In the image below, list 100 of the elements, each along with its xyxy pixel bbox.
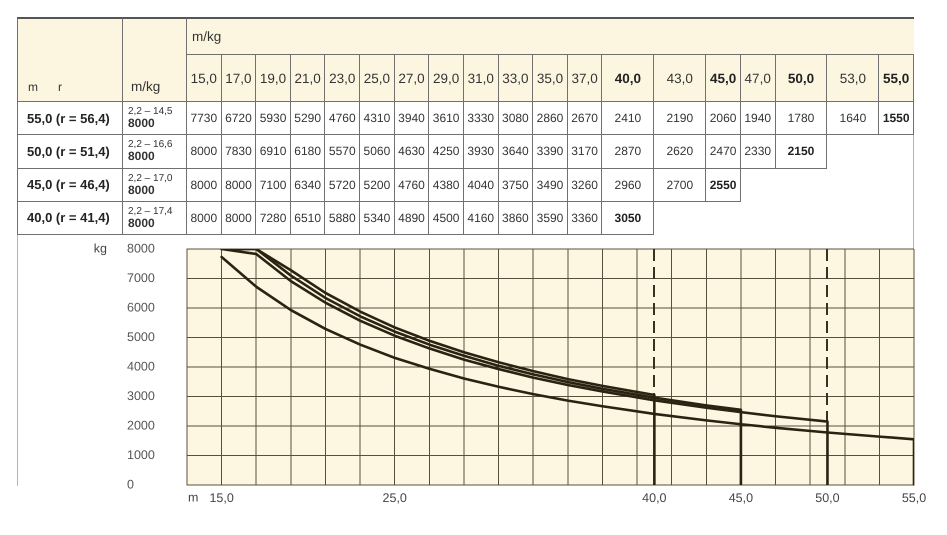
x-tick-label: 33,0 <box>502 70 528 86</box>
data-label: 5930 <box>260 111 286 126</box>
data-label: 2410 <box>614 111 642 126</box>
y-tick-label: 40,0 (r = 41,4) <box>27 210 110 226</box>
y-tick-label: 55,0 (r = 56,4) <box>27 110 110 126</box>
x-tick-label: 40,0 <box>614 70 642 86</box>
data-label: 4040 <box>467 178 494 192</box>
data-label: 2330 <box>744 144 772 158</box>
y2-tick-label: 2,2 – 17,4 8000 <box>128 206 172 230</box>
y-tick-label: 50,0 (r = 51,4) <box>27 144 110 159</box>
data-label: 3330 <box>467 111 494 126</box>
data-label: 2190 <box>666 111 694 126</box>
x-tick-label: 15,0 <box>209 490 234 505</box>
x-tick-label: 55,0 <box>902 490 926 505</box>
data-label: 3610 <box>432 111 460 126</box>
x-tick-label: 50,0 <box>788 70 814 86</box>
y2-tick-label: 2,2 – 17,0 8000 <box>128 172 172 197</box>
data-label: 3590 <box>536 210 564 225</box>
data-label: 8000 <box>225 210 252 225</box>
y2-tick-label: 2,2 – 14,5 8000 <box>128 106 172 130</box>
data-label: 4500 <box>432 210 460 225</box>
data-label: 3050 <box>614 210 642 225</box>
x-tick-label: 53,0 <box>840 70 866 86</box>
data-label: 4760 <box>398 178 425 192</box>
data-label: 2960 <box>614 178 642 192</box>
data-label: 1640 <box>840 111 866 126</box>
x-tick-label: 17,0 <box>225 70 252 86</box>
y-tick-label: 1000 <box>127 448 155 462</box>
data-label: 4250 <box>432 144 460 158</box>
x-tick-label: 29,0 <box>432 70 460 86</box>
data-label: 3080 <box>502 111 529 126</box>
data-label: 7830 <box>225 144 252 158</box>
x-tick-label: 50,0 <box>815 490 840 505</box>
data-label: 6510 <box>294 210 321 225</box>
data-label: 4310 <box>364 111 390 126</box>
data-label: 2470 <box>710 144 736 158</box>
data-label: 2620 <box>666 144 694 158</box>
data-label: 3640 <box>502 144 529 158</box>
data-label: 3170 <box>571 144 598 158</box>
data-label: 2860 <box>536 111 564 126</box>
data-label: 3940 <box>398 111 425 126</box>
data-label: 2550 <box>710 178 736 192</box>
y-tick-label: 2000 <box>127 418 155 432</box>
data-label: 4890 <box>398 210 425 225</box>
data-label: 8000 <box>190 210 218 225</box>
x-tick-label: 35,0 <box>536 70 564 86</box>
x-tick-label: 47,0 <box>744 70 771 86</box>
data-label: 6910 <box>260 144 286 158</box>
data-label: 3360 <box>571 210 598 225</box>
data-label: 2150 <box>788 144 814 158</box>
x-tick-label: 21,0 <box>294 70 321 86</box>
y2-tick-label: 2,2 – 16,6 8000 <box>128 139 172 164</box>
data-label: 3750 <box>502 178 529 192</box>
data-label: 5880 <box>328 210 356 225</box>
data-label: 2700 <box>666 178 694 192</box>
data-label: 1550 <box>882 111 910 126</box>
y-axis-title: kg <box>94 241 108 256</box>
data-label: 8000 <box>190 144 218 158</box>
data-label: 7280 <box>260 210 286 225</box>
data-label: 1940 <box>744 111 772 126</box>
data-label: 3930 <box>467 144 494 158</box>
x-tick-label: 19,0 <box>260 70 286 86</box>
data-label: 4630 <box>398 144 425 158</box>
y-tick-label: 4000 <box>127 359 155 374</box>
x-tick-label: 25,0 <box>382 490 407 505</box>
x-tick-label: 15,0 <box>190 70 217 86</box>
data-label: 3260 <box>571 178 598 192</box>
y-tick-label: 5000 <box>127 330 155 344</box>
data-label: 5340 <box>364 210 390 225</box>
data-label: 2060 <box>710 111 736 126</box>
y2-axis-title: m/kg <box>131 79 160 94</box>
data-label: 6340 <box>294 178 321 192</box>
x-axis-title: m/kg <box>192 29 222 44</box>
y-tick-label: 45,0 (r = 46,4) <box>27 177 110 192</box>
data-label: 5570 <box>328 144 356 158</box>
data-label: 4380 <box>432 178 460 192</box>
data-label: 4160 <box>467 210 494 225</box>
data-label: 3490 <box>536 178 564 192</box>
y-tick-label: 3000 <box>127 388 155 403</box>
data-label: 2670 <box>571 111 598 126</box>
data-label: 6720 <box>225 111 252 126</box>
x-tick-label: 27,0 <box>398 70 425 86</box>
data-label: 5720 <box>328 178 356 192</box>
x-tick-label: 45,0 <box>728 490 754 505</box>
data-label: 3390 <box>536 144 564 158</box>
y-tick-label: 8000 <box>127 241 155 256</box>
x-tick-label: 40,0 <box>642 490 667 505</box>
data-label: 2870 <box>614 144 642 158</box>
x-tick-label: 55,0 <box>883 70 910 86</box>
y-axis-title: m r <box>28 80 62 94</box>
x-tick-label: 23,0 <box>329 70 356 86</box>
x-tick-label: 45,0 <box>710 70 736 86</box>
x-tick-label: 25,0 <box>364 70 390 86</box>
x-tick-label: 31,0 <box>468 70 494 86</box>
x-axis-title: m <box>188 490 198 504</box>
data-label: 7730 <box>190 111 218 126</box>
data-label: 1780 <box>788 111 814 126</box>
data-label: 3860 <box>502 210 529 225</box>
data-label: 8000 <box>190 178 218 192</box>
data-label: 6180 <box>294 144 321 158</box>
